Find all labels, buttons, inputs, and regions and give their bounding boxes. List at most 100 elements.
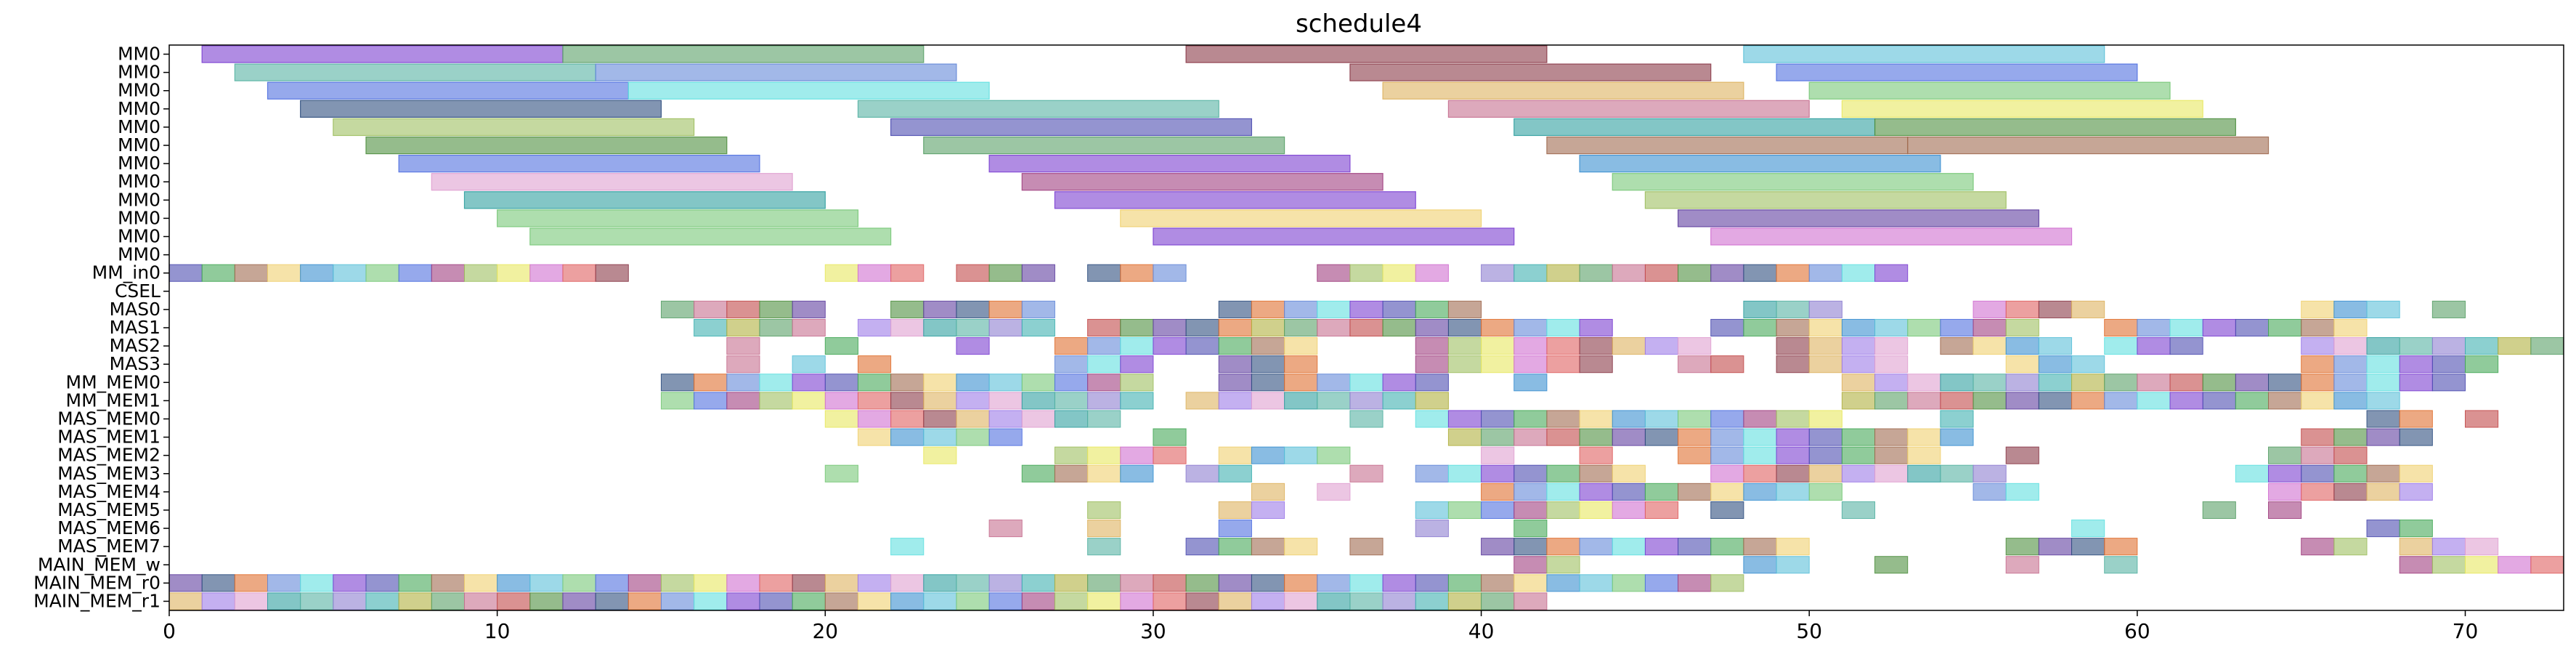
task-bar xyxy=(1710,483,1744,501)
task-bar xyxy=(1054,337,1089,355)
task-bar xyxy=(1710,410,1744,428)
task-bar xyxy=(1579,355,1613,374)
task-bar xyxy=(2399,374,2433,392)
task-bar xyxy=(1776,464,1810,483)
task-bar xyxy=(824,337,858,355)
task-bar xyxy=(988,592,1023,610)
task-bar xyxy=(595,264,629,282)
task-bar xyxy=(2333,464,2368,483)
task-bar xyxy=(2169,318,2203,337)
task-bar xyxy=(1218,592,1252,610)
y-tick-label: MM0 xyxy=(118,98,161,119)
task-bar xyxy=(726,392,760,410)
task-bar xyxy=(1579,446,1613,464)
x-tick-label: 20 xyxy=(812,619,838,643)
task-bar xyxy=(1841,264,1876,282)
task-bar xyxy=(2137,337,2171,355)
task-bar xyxy=(2399,410,2433,428)
y-tick-label: MAS0 xyxy=(110,299,161,320)
task-bar xyxy=(1481,446,1515,464)
task-bar xyxy=(2301,428,2335,446)
task-bar xyxy=(824,574,858,592)
task-bar xyxy=(1218,574,1252,592)
task-bar xyxy=(1087,337,1121,355)
task-bar xyxy=(1678,410,1712,428)
task-bar xyxy=(2005,483,2039,501)
task-bar xyxy=(1874,392,1909,410)
task-bar xyxy=(1546,556,1580,574)
task-bar xyxy=(201,592,235,610)
task-bar xyxy=(2399,355,2433,374)
task-bar xyxy=(726,300,760,318)
task-bar xyxy=(1710,428,1744,446)
task-bar xyxy=(1218,446,1252,464)
task-bar xyxy=(1284,446,1318,464)
task-bar xyxy=(2071,374,2105,392)
task-bar xyxy=(1382,592,1416,610)
y-tick-label: MAS3 xyxy=(110,353,161,374)
task-bar xyxy=(2465,355,2499,374)
task-bar xyxy=(1021,173,1384,191)
task-bar xyxy=(1021,392,1055,410)
task-bar xyxy=(1251,446,1285,464)
task-bar xyxy=(1382,374,1416,392)
task-bar xyxy=(923,574,957,592)
task-bar xyxy=(2498,556,2532,574)
task-bar xyxy=(1185,574,1219,592)
task-bar xyxy=(1743,556,1777,574)
task-bar xyxy=(1678,446,1712,464)
task-bar xyxy=(857,592,892,610)
task-bar xyxy=(2333,538,2368,556)
task-bar xyxy=(497,592,531,610)
task-bar xyxy=(890,392,925,410)
task-bar xyxy=(365,592,399,610)
task-bar xyxy=(1447,592,1482,610)
task-bar xyxy=(1808,483,1842,501)
task-bar xyxy=(1185,464,1219,483)
task-bar xyxy=(1513,520,1548,538)
task-bar xyxy=(1153,592,1187,610)
task-bar xyxy=(956,337,990,355)
task-bar xyxy=(267,264,301,282)
task-bar xyxy=(1579,428,1613,446)
task-bar xyxy=(2431,556,2466,574)
task-bar xyxy=(2465,556,2499,574)
task-bar xyxy=(1120,392,1154,410)
task-bar xyxy=(2071,520,2105,538)
task-bar xyxy=(1317,446,1351,464)
task-bar xyxy=(988,300,1023,318)
task-bar xyxy=(1415,300,1449,318)
task-bar xyxy=(2005,318,2039,337)
task-bar xyxy=(1743,410,1777,428)
task-bar xyxy=(1087,318,1121,337)
task-bar xyxy=(956,428,990,446)
y-tick-label: MM0 xyxy=(118,189,161,210)
task-bar xyxy=(431,264,465,282)
task-bar xyxy=(1349,318,1384,337)
task-bar xyxy=(1776,264,1810,282)
task-bar xyxy=(1153,318,1187,337)
task-bar xyxy=(1874,556,1909,574)
task-bar xyxy=(1874,374,1909,392)
task-bar xyxy=(1415,464,1449,483)
task-bar xyxy=(1054,574,1089,592)
task-bar xyxy=(1972,392,2007,410)
task-bar xyxy=(1087,410,1121,428)
task-bar xyxy=(2202,392,2236,410)
task-bar xyxy=(1021,410,1055,428)
task-bar xyxy=(792,592,826,610)
task-bar xyxy=(2431,300,2466,318)
task-bar xyxy=(1513,428,1548,446)
task-bar xyxy=(1382,318,1416,337)
task-bar xyxy=(1251,318,1285,337)
task-bar xyxy=(1481,501,1515,520)
task-bar xyxy=(890,118,1253,137)
task-bar xyxy=(1743,318,1777,337)
task-bar xyxy=(627,592,662,610)
task-bar xyxy=(1087,374,1121,392)
task-bar xyxy=(168,592,203,610)
task-bar xyxy=(1546,501,1580,520)
task-bar xyxy=(2235,374,2270,392)
task-bar xyxy=(792,392,826,410)
task-bar xyxy=(1612,428,1646,446)
